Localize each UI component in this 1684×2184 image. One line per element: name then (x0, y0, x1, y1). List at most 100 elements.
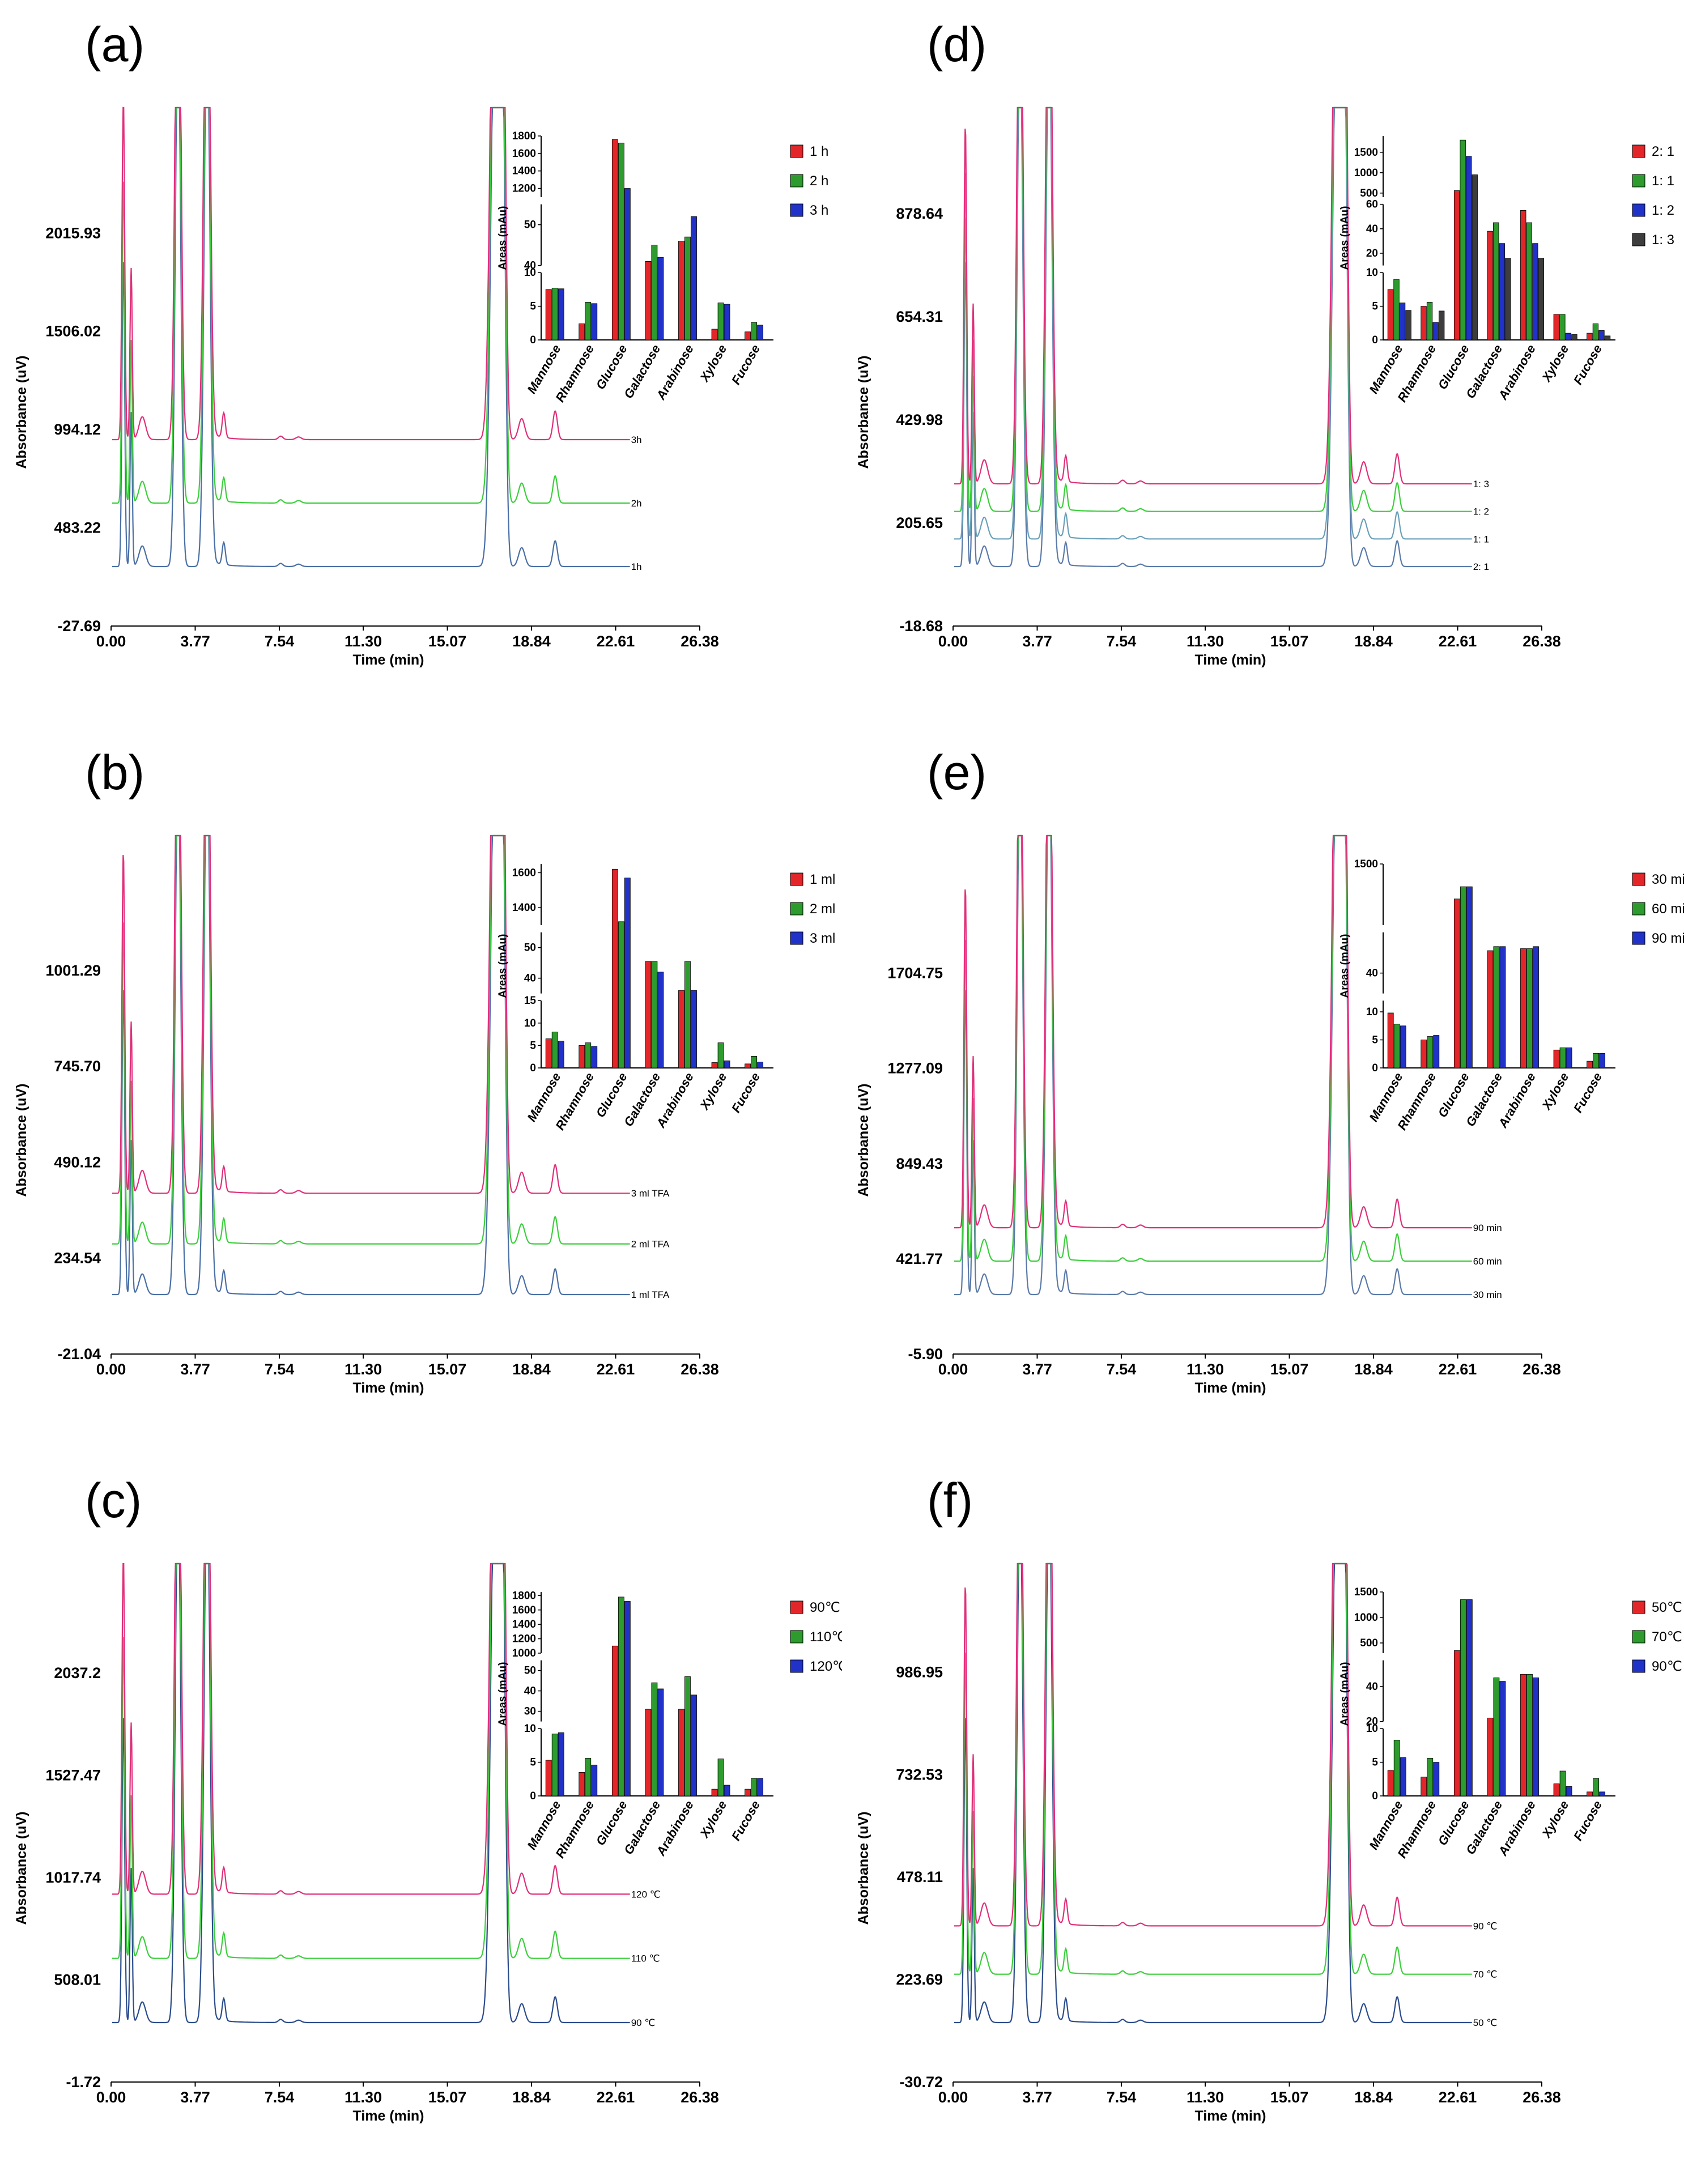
inset-y-tick-label: 1500 (1354, 147, 1378, 159)
inset-bar (645, 1709, 652, 1796)
inset-bar (1520, 948, 1526, 1068)
inset-category-label: Glucose (593, 342, 630, 392)
x-tick-label: 0.00 (938, 2089, 968, 2106)
chart-svg: 0.00 3.77 7.54 11.30 15.07 18.84 22.61 26.38 Tim… (14, 1563, 842, 2124)
legend-label: 1: 2 (1652, 203, 1674, 218)
panel-label: (f) (927, 1474, 973, 1528)
chromatogram-line (112, 835, 630, 1245)
inset-bar (745, 1789, 751, 1796)
x-tick-label: 26.38 (681, 633, 719, 650)
legend-swatch (1632, 1659, 1645, 1673)
inset-y-tick-label: 5 (530, 1757, 536, 1769)
inset-bar (711, 329, 718, 340)
x-tick-label: 3.77 (1022, 1361, 1052, 1378)
x-tick-label: 15.07 (428, 1361, 467, 1378)
inset-bar (684, 236, 691, 340)
inset-bar (1400, 1757, 1406, 1796)
trace-label: 110 ℃ (631, 1953, 660, 1964)
inset-bar (724, 1060, 730, 1068)
inset-y-tick-label: 40 (1366, 223, 1378, 235)
legend-label: 1 ml (810, 872, 835, 887)
trace-label: 2h (631, 498, 642, 509)
legend-label: 1 h (810, 144, 828, 159)
x-axis-title: Time (min) (353, 652, 424, 668)
inset-y-tick-label: 40 (1366, 968, 1378, 980)
inset-y-tick-label: 30 (524, 1706, 536, 1718)
inset-category-label: Fucose (1571, 342, 1605, 387)
inset-bar (691, 990, 697, 1068)
inset-bar (624, 878, 631, 1068)
y-tick-label: 986.95 (896, 1663, 943, 1680)
chart-svg: 0.00 3.77 7.54 11.30 15.07 18.84 22.61 26.38 Tim… (14, 835, 835, 1396)
x-tick-label: 3.77 (180, 633, 210, 650)
y-tick-label: 2015.93 (45, 224, 101, 241)
legend-label: 30 min (1652, 872, 1684, 887)
inset-y-tick-label: 0 (530, 334, 536, 346)
inset-y-tick-label: 1000 (1354, 1612, 1378, 1624)
legend-label: 2: 1 (1652, 144, 1674, 159)
x-tick-label: 7.54 (1107, 2089, 1137, 2106)
inset-y-tick-label: 1600 (512, 1604, 536, 1616)
inset-bar (1421, 306, 1427, 340)
inset-bar (1487, 1718, 1494, 1796)
inset-bar (1553, 314, 1559, 340)
inset-bar (591, 303, 598, 340)
y-tick-label: 490.12 (54, 1153, 101, 1170)
panel-label: (d) (927, 18, 987, 72)
inset-category-label: Xylose (696, 1070, 729, 1113)
inset-bar (579, 1772, 585, 1796)
inset-bar (1487, 231, 1493, 340)
x-tick-label: 18.84 (1354, 1361, 1393, 1378)
legend-label: 90℃ (810, 1600, 840, 1615)
inset-bar (1427, 1036, 1434, 1068)
legend-swatch (790, 931, 803, 945)
inset-y-tick-label: 0 (1372, 334, 1378, 346)
inset-bar (1466, 156, 1472, 340)
inset-bar (591, 1046, 598, 1068)
inset-y-tick-label: 10 (1366, 267, 1378, 279)
y-axis-title: Absorbance (uV) (14, 355, 29, 469)
x-tick-label: 0.00 (96, 633, 126, 650)
inset-bar (645, 961, 652, 1068)
y-tick-label: 1506.02 (45, 322, 101, 339)
inset-bar (558, 288, 564, 340)
trace-label: 3h (631, 435, 642, 445)
trace-label: 50 ℃ (1473, 2017, 1498, 2028)
chromatogram-line (112, 1563, 630, 1959)
x-tick-label: 18.84 (1354, 633, 1393, 650)
inset-category-label: Fucose (1571, 1070, 1605, 1115)
inset-bar (551, 1734, 558, 1796)
inset-bar (585, 302, 592, 340)
y-tick-label: 483.22 (54, 520, 101, 537)
chromatogram-line (112, 835, 630, 1296)
inset-bar (551, 288, 558, 340)
chart-svg: 0.00 3.77 7.54 11.30 15.07 18.84 22.61 26.38 Tim… (856, 835, 1684, 1396)
legend-label: 1: 1 (1652, 173, 1674, 189)
inset-y-tick-label: 500 (1360, 188, 1378, 199)
trace-label: 30 min (1473, 1289, 1502, 1300)
chromatogram-line (112, 107, 630, 568)
inset-bar (1538, 258, 1545, 340)
x-tick-label: 11.30 (1187, 633, 1224, 650)
inset-bar (1533, 1678, 1539, 1796)
inset-category-label: Xylose (1538, 342, 1571, 385)
x-tick-label: 11.30 (345, 2089, 382, 2106)
inset-bar (678, 1709, 684, 1796)
inset-bar (551, 1032, 558, 1068)
trace-label: 60 min (1473, 1256, 1502, 1267)
y-tick-label: 1527.47 (45, 1767, 101, 1784)
x-tick-label: 18.84 (512, 633, 551, 650)
trace-label: 3 ml TFA (631, 1188, 670, 1199)
y-axis-title: Absorbance (uV) (856, 1811, 871, 1925)
inset-y-tick-label: 1600 (512, 867, 536, 879)
y-tick-label: 429.98 (896, 411, 943, 428)
inset-bar (1487, 950, 1494, 1068)
inset-bar (1387, 289, 1394, 340)
x-tick-label: 7.54 (265, 633, 295, 650)
inset-y-tick-label: 1600 (512, 148, 536, 160)
x-tick-label: 7.54 (1107, 1361, 1137, 1378)
